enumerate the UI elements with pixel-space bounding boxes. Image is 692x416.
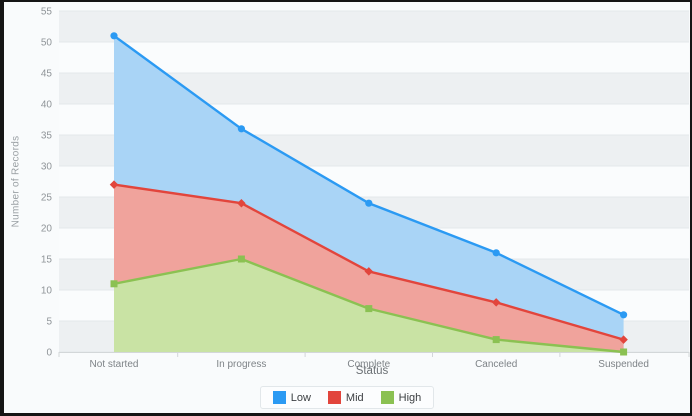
legend-label: Mid xyxy=(345,391,364,404)
x-category-label: Complete xyxy=(347,359,390,370)
legend-item-low[interactable]: Low xyxy=(272,391,311,404)
y-tick-label: 0 xyxy=(46,348,52,359)
legend-item-mid[interactable]: Mid xyxy=(327,391,364,404)
y-tick-label: 30 xyxy=(41,162,53,173)
legend-item-high[interactable]: High xyxy=(380,391,422,404)
marker-low[interactable] xyxy=(492,249,500,257)
marker-mid[interactable] xyxy=(619,335,628,344)
marker-high[interactable] xyxy=(365,305,373,313)
area-chart: 0 5 10 15 20 25 30 35 40 45 50 55 Not started In prog… xyxy=(41,7,690,370)
plot-band xyxy=(59,11,689,42)
legend-swatch-mid xyxy=(327,391,341,404)
y-tick-label: 10 xyxy=(41,286,53,297)
marker-low[interactable] xyxy=(237,125,245,133)
marker-mid[interactable] xyxy=(109,180,119,189)
x-category-label: Suspended xyxy=(598,359,649,370)
x-axis-title: Status xyxy=(355,365,389,377)
marker-low[interactable] xyxy=(365,199,373,207)
marker-low[interactable] xyxy=(110,32,118,40)
legend-swatch-high xyxy=(380,391,394,404)
x-category-label: In progress xyxy=(216,359,266,370)
y-tick-label: 45 xyxy=(41,69,53,80)
marker-high[interactable] xyxy=(620,348,628,356)
marker-high[interactable] xyxy=(110,280,118,288)
plot-band xyxy=(59,42,689,73)
y-tick-label: 55 xyxy=(41,7,53,18)
marker-mid[interactable] xyxy=(364,267,374,276)
y-tick-label: 15 xyxy=(41,255,53,266)
marker-mid[interactable] xyxy=(237,198,246,208)
legend: Low Mid High xyxy=(4,386,690,409)
marker-high[interactable] xyxy=(237,255,245,263)
legend-label: Low xyxy=(290,391,311,404)
x-category-label: Not started xyxy=(90,359,139,370)
y-tick-label: 5 xyxy=(46,317,52,328)
marker-low[interactable] xyxy=(620,311,628,319)
y-tick-label: 25 xyxy=(41,193,53,204)
x-category-label: Canceled xyxy=(475,359,517,370)
legend-box: Low Mid High xyxy=(259,386,435,409)
marker-mid[interactable] xyxy=(491,298,501,307)
y-tick-label: 40 xyxy=(41,100,53,111)
y-tick-label: 35 xyxy=(41,131,53,142)
marker-high[interactable] xyxy=(492,336,500,344)
y-tick-label: 50 xyxy=(41,38,53,49)
legend-label: High xyxy=(398,391,422,404)
legend-swatch-low xyxy=(272,391,286,404)
y-axis-title: Number of Records xyxy=(10,135,22,228)
area-high xyxy=(114,259,624,352)
y-tick-label: 20 xyxy=(41,224,53,235)
